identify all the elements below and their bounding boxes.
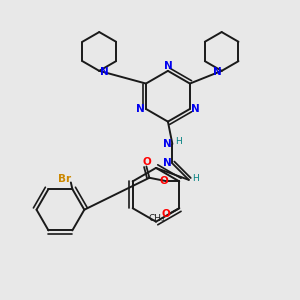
Text: N: N — [163, 158, 172, 168]
Text: CH₃: CH₃ — [149, 214, 166, 223]
Text: H: H — [192, 174, 199, 183]
Text: N: N — [212, 67, 221, 77]
Text: N: N — [100, 67, 108, 77]
Text: O: O — [161, 209, 170, 219]
Text: H: H — [176, 136, 182, 146]
Text: Br: Br — [58, 174, 71, 184]
Text: N: N — [163, 139, 172, 149]
Text: N: N — [164, 61, 172, 71]
Text: N: N — [136, 104, 145, 114]
Text: O: O — [159, 176, 168, 186]
Text: N: N — [191, 104, 200, 114]
Text: O: O — [142, 157, 151, 166]
